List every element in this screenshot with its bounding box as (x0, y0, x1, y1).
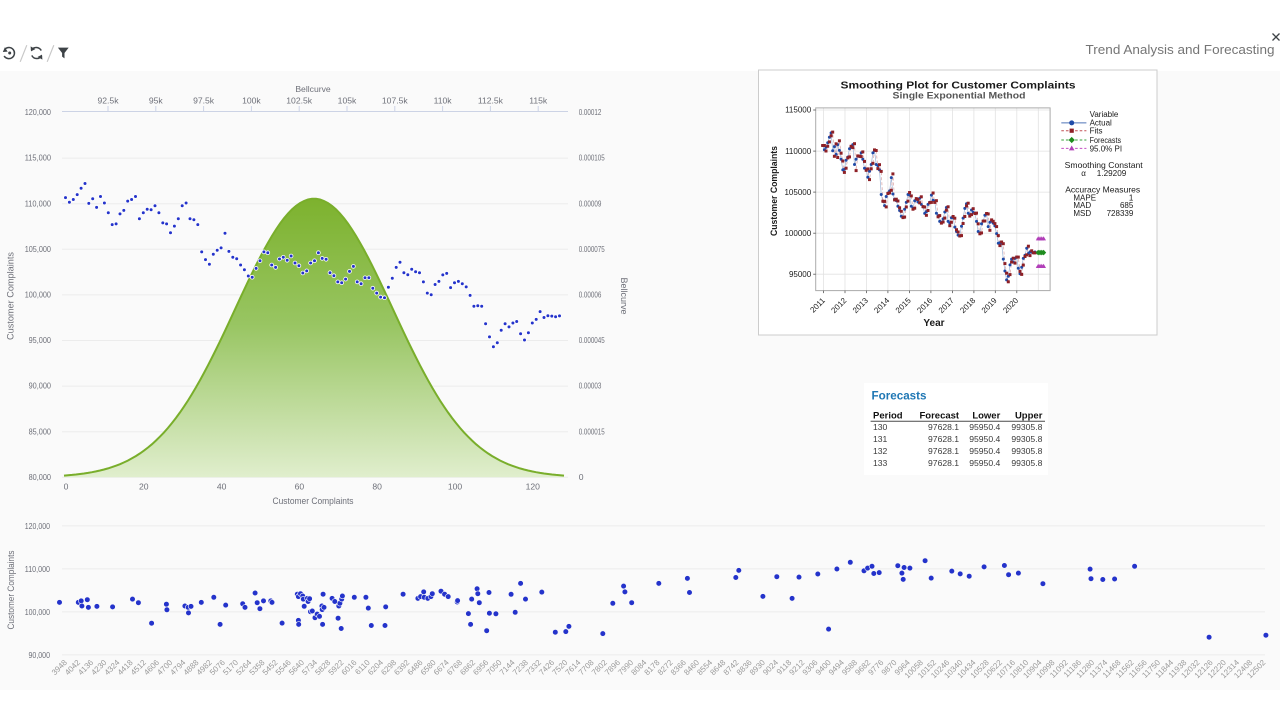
svg-text:40: 40 (217, 482, 227, 492)
svg-text:95950.4: 95950.4 (969, 434, 1000, 444)
svg-text:Variable: Variable (1090, 110, 1119, 119)
svg-text:0.000015: 0.000015 (579, 426, 605, 436)
svg-text:107.5k: 107.5k (382, 96, 409, 106)
svg-text:Customer Complaints: Customer Complaints (6, 550, 16, 629)
svg-text:95950.4: 95950.4 (969, 422, 1000, 432)
svg-text:MAPE: MAPE (1073, 193, 1096, 202)
svg-text:Single Exponential Method: Single Exponential Method (893, 91, 1026, 102)
svg-text:685: 685 (1120, 201, 1134, 210)
svg-text:95950.4: 95950.4 (969, 458, 1000, 468)
svg-text:97628.1: 97628.1 (928, 446, 959, 456)
svg-text:95,000: 95,000 (29, 335, 52, 345)
svg-text:Bellcurve: Bellcurve (295, 84, 331, 94)
svg-text:1: 1 (1129, 193, 1134, 202)
svg-text:80,000: 80,000 (29, 472, 52, 482)
svg-text:Fits: Fits (1090, 127, 1103, 136)
svg-text:130: 130 (873, 422, 888, 432)
svg-text:Accuracy Measures: Accuracy Measures (1065, 185, 1140, 195)
svg-text:0: 0 (579, 472, 584, 482)
svg-text:100k: 100k (242, 96, 261, 106)
svg-text:99305.8: 99305.8 (1011, 458, 1042, 468)
svg-text:115000: 115000 (785, 106, 812, 115)
svg-text:Period: Period (873, 411, 903, 422)
svg-text:1.29209: 1.29209 (1097, 169, 1127, 178)
svg-text:132: 132 (873, 446, 888, 456)
svg-text:97628.1: 97628.1 (928, 422, 959, 432)
svg-text:20: 20 (139, 482, 149, 492)
svg-text:Lower: Lower (972, 411, 1000, 422)
svg-text:95950.4: 95950.4 (969, 446, 1000, 456)
svg-text:99305.8: 99305.8 (1011, 422, 1042, 432)
svg-text:110,000: 110,000 (25, 198, 51, 208)
svg-text:0.00009: 0.00009 (579, 198, 602, 208)
svg-text:0.000105: 0.000105 (579, 153, 605, 163)
svg-text:Forecast: Forecast (919, 411, 959, 422)
svg-text:Bellcurve: Bellcurve (619, 277, 629, 314)
svg-text:80: 80 (372, 482, 382, 492)
svg-text:105k: 105k (338, 96, 357, 106)
svg-text:100,000: 100,000 (25, 290, 51, 300)
svg-text:102.5k: 102.5k (286, 96, 313, 106)
svg-text:110,000: 110,000 (25, 564, 50, 574)
svg-text:97.5k: 97.5k (193, 96, 215, 106)
svg-text:0.000075: 0.000075 (579, 244, 605, 254)
svg-text:115k: 115k (529, 96, 548, 106)
svg-text:α: α (1081, 169, 1086, 178)
svg-text:95.0% PI: 95.0% PI (1090, 145, 1122, 154)
svg-text:99305.8: 99305.8 (1011, 434, 1042, 444)
svg-text:0: 0 (64, 482, 69, 492)
svg-text:120: 120 (526, 482, 541, 492)
svg-text:97628.1: 97628.1 (928, 434, 959, 444)
svg-text:60: 60 (295, 482, 305, 492)
svg-text:100000: 100000 (784, 229, 811, 238)
svg-text:85,000: 85,000 (29, 426, 52, 436)
svg-text:110000: 110000 (785, 147, 812, 156)
svg-text:105,000: 105,000 (25, 244, 51, 254)
svg-text:90,000: 90,000 (29, 381, 52, 391)
svg-text:Customer Complaints: Customer Complaints (769, 146, 779, 236)
svg-text:133: 133 (873, 458, 888, 468)
svg-text:0.00003: 0.00003 (579, 381, 602, 391)
svg-text:MSD: MSD (1073, 209, 1091, 218)
svg-text:Year: Year (923, 318, 944, 329)
svg-text:112.5k: 112.5k (478, 96, 504, 106)
svg-text:0.00006: 0.00006 (579, 290, 602, 300)
svg-text:131: 131 (873, 434, 888, 444)
svg-text:0.000045: 0.000045 (579, 335, 605, 345)
svg-text:Forecasts: Forecasts (872, 389, 927, 403)
svg-text:0.00012: 0.00012 (579, 107, 602, 117)
svg-text:100,000: 100,000 (25, 607, 50, 617)
svg-text:90,000: 90,000 (29, 650, 51, 660)
svg-text:105000: 105000 (784, 188, 811, 197)
svg-text:Trend Analysis and Forecasting: Trend Analysis and Forecasting (1086, 42, 1275, 57)
svg-text:110k: 110k (434, 96, 453, 106)
svg-text:99305.8: 99305.8 (1011, 446, 1042, 456)
svg-text:Upper: Upper (1015, 411, 1043, 422)
svg-text:Smoothing Constant: Smoothing Constant (1065, 160, 1144, 170)
svg-text:120,000: 120,000 (25, 107, 51, 117)
svg-text:92.5k: 92.5k (97, 96, 119, 106)
svg-text:100: 100 (448, 482, 463, 492)
svg-text:95000: 95000 (789, 270, 812, 279)
svg-text:97628.1: 97628.1 (928, 458, 959, 468)
svg-text:115,000: 115,000 (25, 153, 51, 163)
svg-text:728339: 728339 (1107, 209, 1134, 218)
svg-text:Smoothing Plot for Customer Co: Smoothing Plot for Customer Complaints (841, 81, 1077, 92)
svg-text:Forecasts: Forecasts (1090, 136, 1122, 145)
svg-text:95k: 95k (149, 96, 164, 106)
svg-text:120,000: 120,000 (25, 521, 50, 531)
svg-text:Customer Complaints: Customer Complaints (273, 496, 355, 506)
svg-text:Actual: Actual (1090, 119, 1112, 128)
svg-text:MAD: MAD (1073, 201, 1091, 210)
svg-text:Customer Complaints: Customer Complaints (6, 251, 16, 340)
